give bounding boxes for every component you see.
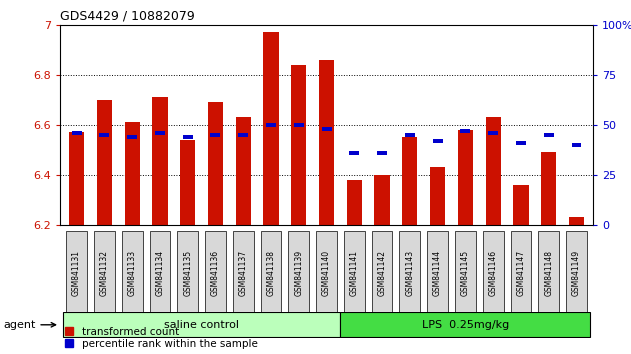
Text: GSM841146: GSM841146 [488, 250, 498, 296]
Bar [513, 185, 529, 225]
Bar [485, 117, 501, 225]
FancyBboxPatch shape [62, 312, 341, 337]
Bar [319, 60, 334, 225]
Text: GSM841138: GSM841138 [266, 250, 276, 296]
Text: saline control: saline control [164, 320, 239, 330]
Bar [405, 132, 415, 137]
Bar [457, 130, 473, 225]
FancyBboxPatch shape [150, 230, 170, 315]
Bar [208, 102, 223, 225]
Bar [72, 131, 81, 135]
Text: GSM841145: GSM841145 [461, 250, 470, 296]
FancyBboxPatch shape [455, 230, 476, 315]
Text: LPS  0.25mg/kg: LPS 0.25mg/kg [422, 320, 509, 330]
FancyBboxPatch shape [177, 230, 198, 315]
Bar [346, 180, 362, 225]
Text: GSM841132: GSM841132 [100, 250, 109, 296]
Bar [211, 132, 220, 137]
FancyBboxPatch shape [122, 230, 143, 315]
Bar [291, 65, 307, 225]
Text: GSM841140: GSM841140 [322, 250, 331, 296]
Bar [266, 122, 276, 127]
FancyBboxPatch shape [316, 230, 337, 315]
FancyBboxPatch shape [66, 230, 87, 315]
Bar [239, 132, 248, 137]
Text: GSM841141: GSM841141 [350, 250, 359, 296]
FancyBboxPatch shape [399, 230, 420, 315]
FancyBboxPatch shape [341, 312, 591, 337]
Text: GSM841148: GSM841148 [544, 250, 553, 296]
FancyBboxPatch shape [538, 230, 559, 315]
Bar [183, 135, 192, 139]
FancyBboxPatch shape [510, 230, 531, 315]
Bar [488, 131, 498, 135]
Bar [544, 132, 553, 137]
FancyBboxPatch shape [566, 230, 587, 315]
Text: GSM841134: GSM841134 [155, 250, 165, 296]
FancyBboxPatch shape [205, 230, 226, 315]
Legend: transformed count, percentile rank within the sample: transformed count, percentile rank withi… [65, 327, 257, 349]
Text: GSM841149: GSM841149 [572, 250, 581, 296]
Bar [294, 122, 304, 127]
Text: GSM841135: GSM841135 [183, 250, 192, 296]
Text: GSM841136: GSM841136 [211, 250, 220, 296]
Bar [516, 141, 526, 145]
Bar [461, 129, 470, 133]
Bar [430, 167, 445, 225]
Bar [374, 175, 390, 225]
Bar [541, 152, 557, 225]
Text: GDS4429 / 10882079: GDS4429 / 10882079 [60, 9, 195, 22]
Text: GSM841142: GSM841142 [377, 250, 387, 296]
Bar [263, 32, 279, 225]
Bar [69, 132, 85, 225]
Bar [100, 132, 109, 137]
Text: GSM841139: GSM841139 [294, 250, 304, 296]
Bar [124, 122, 140, 225]
FancyBboxPatch shape [288, 230, 309, 315]
Text: agent: agent [3, 320, 56, 330]
FancyBboxPatch shape [94, 230, 115, 315]
Text: GSM841144: GSM841144 [433, 250, 442, 296]
Bar [350, 150, 359, 155]
Text: GSM841133: GSM841133 [127, 250, 137, 296]
Bar [127, 135, 137, 139]
Bar [235, 117, 251, 225]
Bar [180, 140, 196, 225]
FancyBboxPatch shape [372, 230, 392, 315]
Bar [377, 150, 387, 155]
Bar [433, 138, 442, 143]
FancyBboxPatch shape [233, 230, 254, 315]
Text: GSM841147: GSM841147 [516, 250, 526, 296]
FancyBboxPatch shape [483, 230, 504, 315]
Bar [152, 97, 168, 225]
FancyBboxPatch shape [427, 230, 448, 315]
Text: GSM841137: GSM841137 [239, 250, 248, 296]
FancyBboxPatch shape [261, 230, 281, 315]
Text: GSM841143: GSM841143 [405, 250, 415, 296]
Text: GSM841131: GSM841131 [72, 250, 81, 296]
Bar [569, 217, 584, 225]
Bar [322, 126, 331, 131]
Bar [97, 100, 112, 225]
Bar [402, 137, 418, 225]
Bar [572, 143, 581, 147]
Bar [155, 131, 165, 135]
FancyBboxPatch shape [344, 230, 365, 315]
